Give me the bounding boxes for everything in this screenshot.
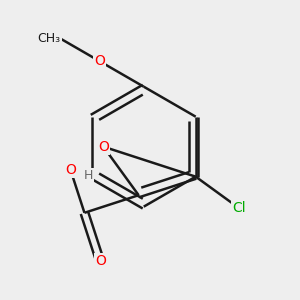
Text: O: O — [65, 163, 76, 177]
Text: O: O — [98, 140, 109, 154]
Text: Cl: Cl — [232, 201, 246, 215]
Text: O: O — [95, 254, 106, 268]
Text: H: H — [84, 169, 93, 182]
Text: O: O — [94, 54, 105, 68]
Text: CH₃: CH₃ — [38, 32, 61, 45]
